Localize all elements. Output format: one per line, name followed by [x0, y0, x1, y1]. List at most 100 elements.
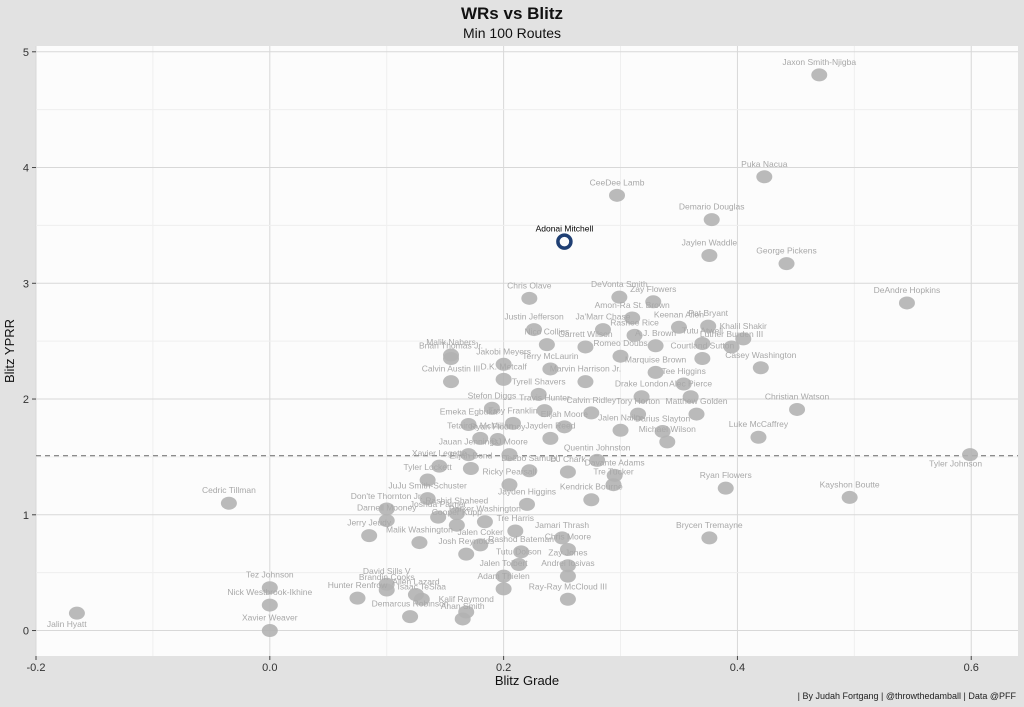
- label-jerry-jeudy: Jerry Jeudy: [347, 518, 392, 528]
- label-david-sills-v: David Sills V: [363, 566, 411, 576]
- point-christian-watson: [789, 402, 806, 416]
- x-tick-label: 0.6: [964, 662, 979, 674]
- point-malik-washington: [411, 536, 428, 550]
- point-zay-flowers: [645, 295, 662, 309]
- x-tick-label: 0.0: [262, 662, 277, 674]
- point-brandin-cooks: [378, 583, 395, 597]
- point-tetairoa-mcmillan: [472, 431, 489, 445]
- point-cooper-kupp: [448, 518, 465, 532]
- label-jalen-coker: Jalen Coker: [458, 527, 504, 537]
- label-rashee-rice: Rashee Rice: [610, 317, 659, 327]
- point-parker-washington: [476, 515, 493, 529]
- point-pat-bryant: [700, 319, 717, 333]
- point-dj-moore: [501, 448, 518, 462]
- label-devonta-smith: DeVonta Smith: [591, 279, 648, 289]
- point-rashod-bateman: [513, 545, 530, 559]
- point-tyler-lockett: [419, 473, 436, 487]
- point-ceedee-lamb: [609, 188, 626, 202]
- label-xavier-legette: Xavier Legette: [412, 448, 467, 458]
- point-devonta-smith: [611, 290, 628, 304]
- label-jayden-higgins: Jayden Higgins: [498, 486, 556, 496]
- label-hunter-renfrow: Hunter Renfrow: [328, 580, 388, 590]
- label-chris-olave: Chris Olave: [507, 280, 552, 290]
- y-tick-label: 1: [23, 510, 29, 522]
- label-juju-smith-schuster: JuJu Smith-Schuster: [388, 481, 467, 491]
- point-jayden-higgins: [519, 497, 535, 511]
- point-jaylen-waddle: [701, 249, 718, 263]
- point-rashid-shaheed: [448, 507, 465, 521]
- label-dj-chark: DJ Chark: [550, 454, 586, 464]
- label-jalin-hyatt: Jalin Hyatt: [47, 619, 87, 629]
- point-tee-higgins: [675, 377, 692, 391]
- point-andrei-iosivas: [559, 569, 576, 583]
- label-allen-lazard: Allen Lazard: [392, 577, 440, 587]
- y-tick-label: 5: [23, 47, 29, 59]
- chart-subtitle: Min 100 Routes: [463, 25, 561, 41]
- point-jayden-reed: [542, 431, 559, 445]
- label-jauan-jennings: Jauan Jennings: [439, 437, 499, 447]
- label-marvin-harrison-jr: Marvin Harrison Jr.: [550, 364, 621, 374]
- label-xavier-weaver: Xavier Weaver: [242, 613, 298, 623]
- label-elijah-moore: Elijah Moore: [541, 409, 589, 419]
- y-tick-label: 4: [23, 163, 29, 175]
- point-nico-collins: [538, 338, 555, 352]
- point-jalin-hyatt: [68, 606, 85, 620]
- point-calvin-ridley: [583, 406, 600, 420]
- data-points: [68, 68, 979, 638]
- grid-lines: [35, 46, 1018, 656]
- point-dj-chark: [559, 465, 576, 479]
- x-axis-title: Blitz Grade: [495, 673, 559, 688]
- point-xavier-weaver: [261, 624, 278, 638]
- label-joshua-palmer: Joshua Palmer: [410, 499, 467, 509]
- label-michael-wilson: Michael Wilson: [639, 424, 696, 434]
- label-garrett-wilson: Garrett Wilson: [558, 329, 613, 339]
- point-marvin-harrison-jr: [577, 375, 594, 389]
- label-jalen-tolbert: Jalen Tolbert: [480, 558, 529, 568]
- label-deandre-hopkins: DeAndre Hopkins: [874, 285, 941, 295]
- label-cedric-tillman: Cedric Tillman: [202, 485, 256, 495]
- point-elijah-moore: [556, 420, 573, 434]
- label-adam-thielen: Adam Thielen: [477, 571, 530, 581]
- label-chris-moore: Chris Moore: [545, 532, 592, 542]
- point-elijah-bond: [462, 461, 479, 475]
- label-calvin-ridley: Calvin Ridley: [566, 395, 616, 405]
- point-jaxon-smith-njigba: [811, 68, 828, 82]
- point-kayshon-boutte: [841, 490, 858, 504]
- label-ceedee-lamb: CeeDee Lamb: [590, 177, 645, 187]
- label-cooper-kupp: Cooper Kupp: [432, 507, 482, 517]
- label-zay-jones: Zay Jones: [548, 548, 587, 558]
- point-drake-london: [633, 390, 650, 404]
- label-casey-washington: Casey Washington: [725, 350, 796, 360]
- point-travis-hunter: [536, 404, 553, 418]
- point-khalil-shakir: [735, 332, 752, 346]
- label-luther-burden-iii: Luther Burden III: [700, 329, 763, 339]
- label-ryan-flowers: Ryan Flowers: [700, 470, 752, 480]
- label-calvin-austin-iii: Calvin Austin III: [422, 364, 481, 374]
- point-george-pickens: [778, 257, 795, 271]
- point-tutu-dolson: [510, 558, 527, 572]
- point-juju-smith-schuster: [419, 492, 436, 506]
- point-alec-pierce: [682, 390, 699, 404]
- label-matthew-golden: Matthew Golden: [666, 396, 728, 406]
- x-tick-label: -0.2: [27, 662, 46, 674]
- label-kendrick-bourne: Kendrick Bourne: [560, 482, 623, 492]
- point-courtland-sutton: [694, 352, 711, 366]
- chart-title: WRs vs Blitz: [461, 4, 563, 23]
- y-tick-label: 2: [23, 394, 29, 406]
- point-brian-thomas-jr: [443, 352, 460, 366]
- label-darius-slayton: Darius Slayton: [635, 413, 691, 423]
- point-don-te-thornton-jr: [378, 502, 395, 516]
- point-darius-slayton: [654, 424, 671, 438]
- point-nick-westbrook-ikhine: [261, 598, 278, 612]
- point-brycen-tremayne: [701, 531, 718, 545]
- y-tick-label: 3: [23, 278, 29, 290]
- label-ricky-pearsall: Ricky Pearsall: [483, 467, 537, 477]
- label-amon-ra-st-brown: Amon-Ra St. Brown: [595, 300, 670, 310]
- point-d-k-metcalf: [495, 372, 512, 386]
- label-kayshon-boutte: Kayshon Boutte: [820, 479, 880, 489]
- point-deandre-hopkins: [898, 296, 915, 310]
- point-marquise-brown: [647, 365, 664, 379]
- point-tez-johnson: [261, 581, 278, 595]
- point-labels: Jaxon Smith-Njigba Puka Nacua CeeDee Lamb D…: [47, 57, 982, 629]
